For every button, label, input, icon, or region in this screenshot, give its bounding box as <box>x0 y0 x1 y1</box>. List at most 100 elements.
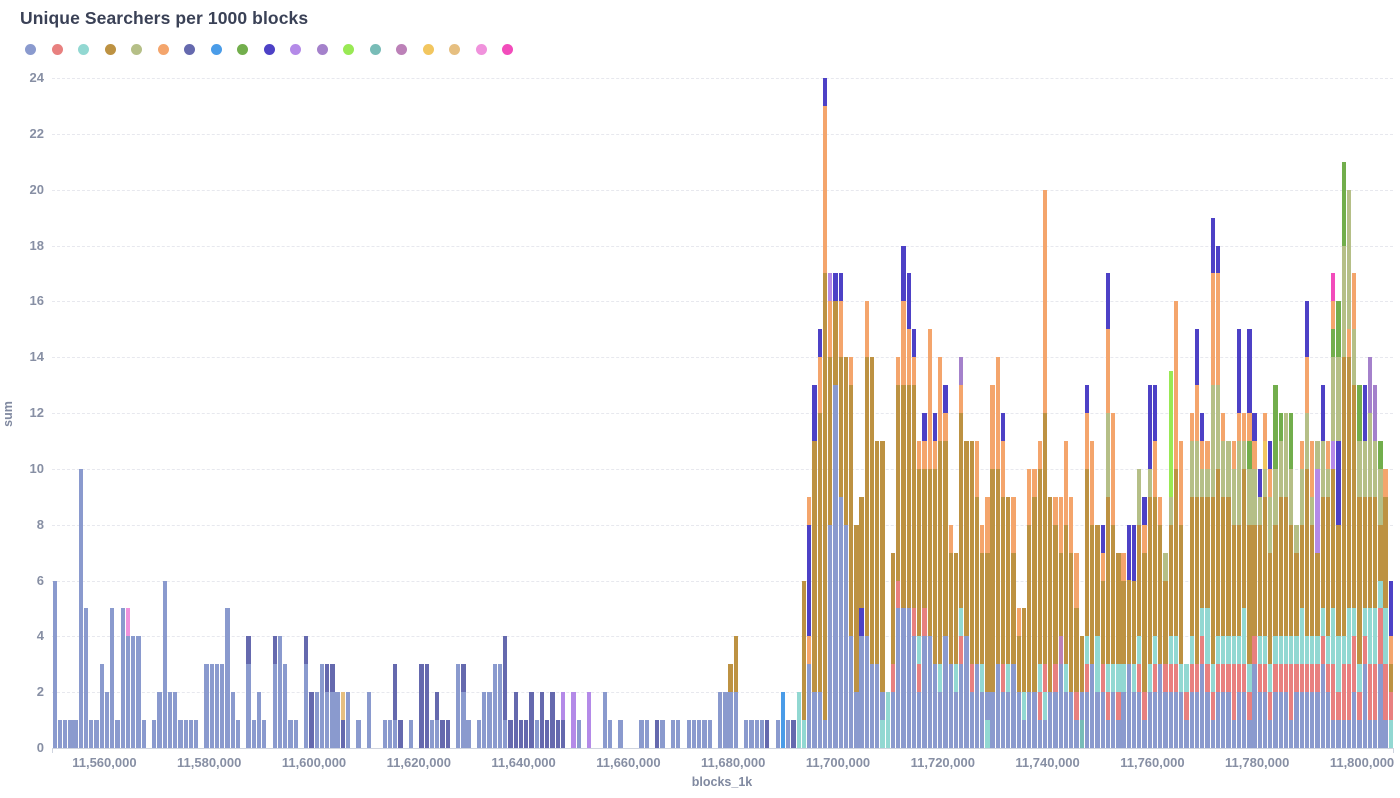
bar[interactable] <box>843 357 849 748</box>
bar[interactable] <box>1378 440 1383 748</box>
bar[interactable] <box>1027 468 1032 748</box>
bar[interactable] <box>880 440 885 748</box>
bar[interactable] <box>309 692 314 748</box>
bar[interactable] <box>277 636 283 748</box>
bar[interactable] <box>283 664 288 748</box>
bar[interactable] <box>324 664 330 748</box>
bar[interactable] <box>1090 440 1095 748</box>
legend-swatch-g[interactable] <box>104 44 116 55</box>
bar[interactable] <box>906 273 911 748</box>
bar[interactable] <box>885 692 890 748</box>
bar[interactable] <box>1205 440 1210 748</box>
bar[interactable] <box>466 720 471 748</box>
bar[interactable] <box>875 440 880 748</box>
bar[interactable] <box>1168 371 1173 748</box>
bar[interactable] <box>1331 273 1336 748</box>
bar[interactable] <box>120 608 125 748</box>
bar[interactable] <box>1315 440 1320 748</box>
bar[interactable] <box>1283 413 1289 748</box>
bar[interactable] <box>1247 329 1252 748</box>
bar[interactable] <box>131 636 136 748</box>
bar[interactable] <box>539 692 545 748</box>
bar[interactable] <box>1194 329 1200 748</box>
bar[interactable] <box>917 440 922 748</box>
bar[interactable] <box>1268 440 1273 748</box>
bar[interactable] <box>110 608 115 748</box>
legend-swatch-m[interactable] <box>396 44 407 55</box>
bar[interactable] <box>618 720 623 748</box>
bar[interactable] <box>141 720 146 748</box>
bar[interactable] <box>964 440 969 748</box>
bar[interactable] <box>1158 496 1163 748</box>
bar[interactable] <box>1252 413 1257 748</box>
bar[interactable] <box>644 720 649 748</box>
bar[interactable] <box>78 468 83 748</box>
bar[interactable] <box>754 720 759 748</box>
bar[interactable] <box>896 357 901 748</box>
bar[interactable] <box>314 692 319 748</box>
bar[interactable] <box>1383 468 1388 748</box>
bar[interactable] <box>749 720 754 748</box>
bar[interactable] <box>1131 524 1137 748</box>
bar[interactable] <box>1116 552 1121 748</box>
bar[interactable] <box>440 720 445 748</box>
bar[interactable] <box>173 692 178 748</box>
bar[interactable] <box>890 552 896 748</box>
bar[interactable] <box>969 440 974 748</box>
bar[interactable] <box>235 720 241 748</box>
bar[interactable] <box>828 273 833 748</box>
bar[interactable] <box>655 720 660 748</box>
bar[interactable] <box>901 245 906 748</box>
bar[interactable] <box>959 357 964 748</box>
bar[interactable] <box>1336 301 1341 748</box>
bar[interactable] <box>83 608 89 748</box>
bar[interactable] <box>1346 189 1352 748</box>
bar[interactable] <box>822 78 828 748</box>
bar[interactable] <box>1037 440 1042 748</box>
bar[interactable] <box>864 301 869 748</box>
bar[interactable] <box>193 720 199 748</box>
bar[interactable] <box>1278 413 1283 748</box>
bar[interactable] <box>550 692 555 748</box>
bar[interactable] <box>602 692 607 748</box>
bar[interactable] <box>1262 413 1268 748</box>
bar[interactable] <box>393 664 398 748</box>
bar[interactable] <box>1231 440 1236 748</box>
bar[interactable] <box>1053 496 1058 748</box>
legend-swatch-tn[interactable] <box>449 44 460 55</box>
bar[interactable] <box>1058 496 1063 748</box>
bar[interactable] <box>487 692 492 748</box>
bar[interactable] <box>660 720 665 748</box>
bar[interactable] <box>482 692 487 748</box>
bar[interactable] <box>1163 552 1168 748</box>
bar[interactable] <box>1215 245 1221 748</box>
bar[interactable] <box>1310 440 1315 748</box>
bar[interactable] <box>1357 385 1362 748</box>
bar[interactable] <box>513 692 518 748</box>
bar[interactable] <box>1121 552 1126 748</box>
bar[interactable] <box>938 357 943 748</box>
bar[interactable] <box>1105 273 1111 748</box>
bar[interactable] <box>178 720 183 748</box>
bar[interactable] <box>812 385 817 748</box>
bar[interactable] <box>759 720 765 748</box>
bar[interactable] <box>455 664 461 748</box>
bar[interactable] <box>1179 440 1184 748</box>
bar[interactable] <box>817 329 822 748</box>
bar[interactable] <box>1100 524 1105 748</box>
bar[interactable] <box>702 720 707 748</box>
bar[interactable] <box>948 524 953 748</box>
bar[interactable] <box>419 664 424 748</box>
bar[interactable] <box>1126 524 1131 748</box>
bar[interactable] <box>707 720 712 748</box>
bar[interactable] <box>345 692 351 748</box>
legend-swatch-i[interactable] <box>263 44 275 55</box>
bar[interactable] <box>57 720 63 748</box>
legend-swatch-o[interactable] <box>157 44 169 55</box>
bar[interactable] <box>52 580 57 748</box>
legend-swatch-sg[interactable] <box>131 44 142 55</box>
legend-swatch-s[interactable] <box>51 44 63 55</box>
legend-swatch-t[interactable] <box>369 44 381 55</box>
bar[interactable] <box>1011 496 1016 748</box>
bar[interactable] <box>99 664 104 748</box>
